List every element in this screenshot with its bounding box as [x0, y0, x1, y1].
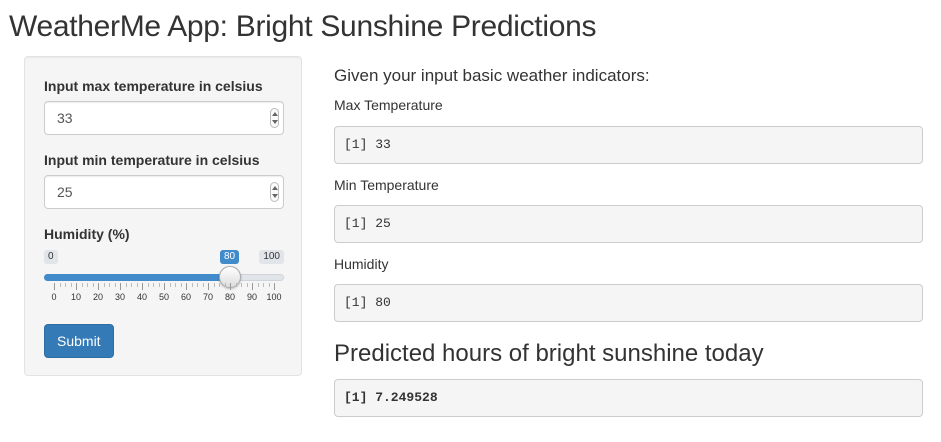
slider-minor-tick [153, 283, 154, 287]
slider-tick [274, 283, 275, 290]
slider-minor-tick [191, 283, 193, 287]
slider-tick-label: 40 [136, 292, 148, 302]
slider-tick-label: 90 [246, 292, 258, 302]
max-temp-output: [1] 33 [334, 126, 923, 164]
min-temp-input[interactable]: 25 [44, 175, 284, 209]
slider-minor-tick [131, 283, 132, 287]
slider-ticks: 0 10 20 30 40 50 60 70 80 90 100 [51, 283, 282, 303]
slider-minor-tick [197, 283, 198, 287]
submit-button[interactable]: Submit [44, 324, 114, 358]
slider-minor-tick [175, 283, 176, 287]
min-temp-label: Input min temperature in celsius [44, 152, 260, 168]
slider-minor-tick [136, 283, 138, 287]
slider-tick [120, 283, 121, 290]
slider-tick [98, 283, 99, 290]
slider-minor-tick [65, 283, 66, 287]
slider-minor-tick [158, 283, 160, 287]
slider-minor-tick [81, 283, 83, 287]
slider-minor-tick [180, 283, 182, 287]
max-temp-output-label: Max Temperature [334, 97, 443, 113]
min-temp-output-label: Min Temperature [334, 177, 439, 193]
slider-tick [164, 283, 165, 290]
slider-minor-tick [219, 283, 220, 287]
slider-tick [54, 283, 55, 290]
slider-minor-tick [114, 283, 116, 287]
slider-min-label: 0 [44, 250, 58, 264]
humidity-output-label: Humidity [334, 256, 389, 272]
humidity-output: [1] 80 [334, 284, 923, 322]
slider-tick-label: 70 [202, 292, 214, 302]
slider-tick [230, 283, 231, 290]
slider-minor-tick [235, 283, 237, 287]
slider-minor-tick [92, 283, 94, 287]
page-title: WeatherMe App: Bright Sunshine Predictio… [9, 10, 597, 43]
slider-tick [186, 283, 187, 290]
humidity-label: Humidity (%) [44, 226, 130, 242]
slider-minor-tick [202, 283, 204, 287]
prediction-heading: Predicted hours of bright sunshine today [334, 340, 764, 367]
humidity-slider[interactable]: 0 100 80 0 10 20 30 40 50 60 70 80 90 100 [44, 247, 284, 307]
slider-tick-label: 20 [92, 292, 104, 302]
slider-tick [142, 283, 143, 290]
slider-minor-tick [59, 283, 61, 287]
slider-value-label: 80 [220, 250, 240, 264]
slider-minor-tick [246, 283, 248, 287]
slider-minor-tick [70, 283, 72, 287]
prediction-output: [1] 7.249528 [334, 379, 923, 417]
min-temp-output: [1] 25 [334, 205, 923, 243]
slider-fill [44, 274, 230, 281]
inputs-heading: Given your input basic weather indicator… [334, 66, 650, 85]
max-temp-label: Input max temperature in celsius [44, 78, 263, 94]
slider-tick-label: 80 [224, 292, 236, 302]
input-sidebar: Input max temperature in celsius 33 Inpu… [24, 56, 302, 376]
slider-tick [76, 283, 77, 290]
max-temp-spinner-icon[interactable] [270, 108, 279, 128]
slider-minor-tick [103, 283, 105, 287]
max-temp-input[interactable]: 33 [44, 101, 284, 135]
slider-minor-tick [268, 283, 270, 287]
slider-minor-tick [147, 283, 149, 287]
min-temp-spinner-icon[interactable] [270, 182, 279, 202]
slider-tick-label: 0 [51, 292, 57, 302]
slider-minor-tick [169, 283, 171, 287]
slider-minor-tick [109, 283, 110, 287]
slider-tick-label: 100 [266, 292, 282, 302]
slider-tick-label: 30 [114, 292, 126, 302]
slider-minor-tick [87, 283, 88, 287]
slider-minor-tick [125, 283, 127, 287]
max-temp-value: 33 [57, 110, 73, 126]
slider-max-label: 100 [259, 250, 284, 264]
slider-tick-label: 50 [158, 292, 170, 302]
slider-minor-tick [257, 283, 259, 287]
slider-tick-label: 60 [180, 292, 192, 302]
min-temp-value: 25 [57, 184, 73, 200]
slider-minor-tick [263, 283, 264, 287]
slider-minor-tick [213, 283, 215, 287]
slider-minor-tick [224, 283, 226, 287]
slider-minor-tick [241, 283, 242, 287]
slider-tick [208, 283, 209, 290]
slider-tick [252, 283, 253, 290]
slider-tick-label: 10 [70, 292, 82, 302]
